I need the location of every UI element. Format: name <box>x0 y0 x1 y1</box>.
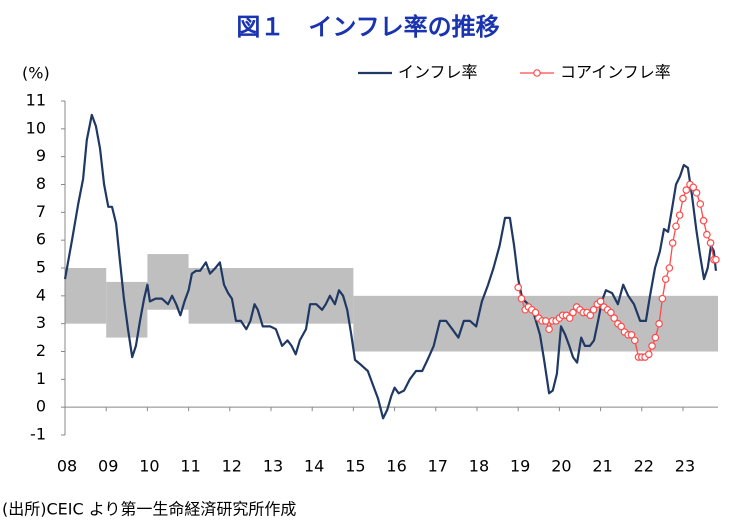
series-marker <box>703 230 711 239</box>
legend-label: コアインフレ率 <box>560 63 671 82</box>
legend-label: インフレ率 <box>398 63 478 82</box>
x-tick-label: 22 <box>634 457 654 476</box>
series-marker <box>565 314 574 322</box>
series-marker <box>679 194 687 203</box>
x-tick-label: 10 <box>139 457 159 476</box>
series-marker <box>610 314 618 322</box>
x-tick-label: 19 <box>510 457 530 476</box>
y-tick-label: -1 <box>30 425 46 444</box>
y-tick-label: 5 <box>36 258 46 277</box>
series-marker <box>661 275 670 283</box>
target-band <box>147 254 189 310</box>
x-tick-label: 17 <box>428 457 448 476</box>
x-tick-label: 13 <box>263 457 283 476</box>
source-note: (出所)CEIC より第一生命経済研究所作成 <box>2 500 296 519</box>
series-marker <box>514 283 522 292</box>
series-marker <box>712 255 720 264</box>
x-tick-label: 09 <box>98 457 118 476</box>
series-marker <box>665 264 674 272</box>
series-marker <box>672 222 680 231</box>
x-tick-label: 08 <box>57 457 77 476</box>
series-marker <box>617 322 625 331</box>
series-marker <box>607 308 615 317</box>
series-marker <box>630 336 639 345</box>
series-marker <box>531 308 540 317</box>
x-tick-label: 14 <box>304 457 324 476</box>
y-tick-label: 10 <box>26 118 46 137</box>
x-tick-label: 15 <box>345 457 365 476</box>
chart-title: 図１ インフレ率の推移 <box>236 13 499 41</box>
y-tick-label: 0 <box>36 397 46 416</box>
y-tick-label: 1 <box>36 369 46 388</box>
y-tick-label: 3 <box>36 313 46 332</box>
series-marker <box>517 294 526 303</box>
series-marker <box>699 216 708 225</box>
y-unit: (%) <box>22 64 50 83</box>
series-marker <box>545 325 553 334</box>
x-tick-label: 23 <box>675 457 695 476</box>
series-marker <box>586 311 595 320</box>
x-tick-label: 21 <box>592 457 612 476</box>
series-marker <box>648 342 656 350</box>
series-marker <box>675 211 684 219</box>
x-tick-label: 16 <box>386 457 406 476</box>
series-marker <box>658 294 667 303</box>
series-marker <box>569 308 577 317</box>
y-tick-label: 7 <box>36 202 46 221</box>
target-band <box>188 268 354 324</box>
y-tick-label: 11 <box>26 91 46 110</box>
series-marker <box>689 183 698 192</box>
y-tick-label: 2 <box>36 341 46 360</box>
series-marker <box>589 305 598 314</box>
series-marker <box>644 350 653 359</box>
y-tick-label: 4 <box>36 285 46 304</box>
x-tick-label: 18 <box>469 457 489 476</box>
x-tick-label: 20 <box>551 457 571 476</box>
series-marker <box>655 319 663 328</box>
series-marker <box>696 200 705 208</box>
x-tick-label: 11 <box>180 457 200 476</box>
legend-marker <box>533 69 541 77</box>
y-tick-label: 9 <box>36 146 46 165</box>
series-marker <box>706 239 715 247</box>
series-marker <box>596 297 605 306</box>
series-marker <box>692 189 701 197</box>
series-marker <box>541 317 550 325</box>
series-line <box>63 113 717 420</box>
series-marker <box>682 186 691 194</box>
series-marker <box>627 330 636 339</box>
series-marker <box>668 239 677 247</box>
series-marker <box>651 333 660 342</box>
target-band <box>65 268 107 324</box>
y-tick-label: 8 <box>36 174 46 193</box>
x-tick-label: 12 <box>222 457 242 476</box>
y-tick-label: 6 <box>36 230 46 249</box>
